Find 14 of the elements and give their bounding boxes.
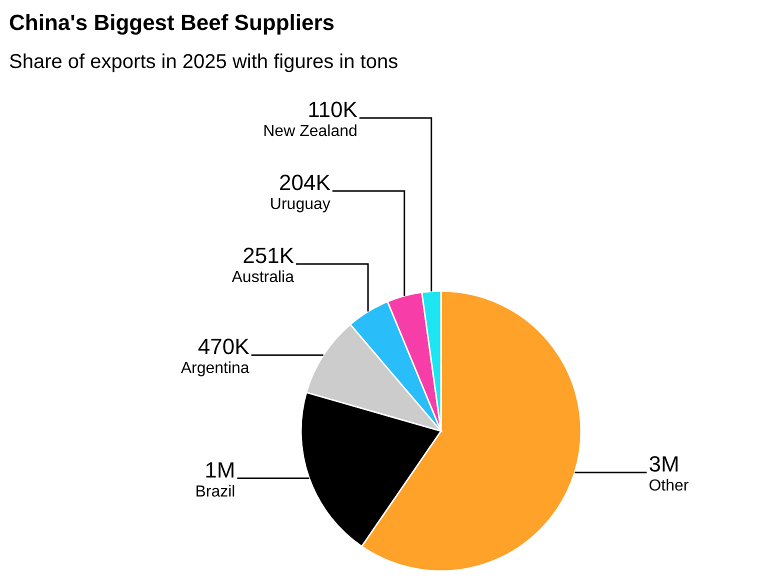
chart-subtitle: Share of exports in 2025 with figures in tons	[9, 51, 398, 73]
data-label: 251K	[242, 243, 294, 268]
slice-label: Uruguay	[270, 196, 330, 213]
slice-label: Argentina	[180, 360, 250, 378]
slice-label: Brazil	[195, 483, 236, 500]
data-label: 204K	[279, 170, 331, 195]
data-label: 3M	[648, 452, 680, 477]
data-label: 470K	[198, 334, 250, 360]
slice-label: Australia	[232, 269, 294, 286]
slice-label: Other	[648, 478, 690, 495]
data-label: 110K	[308, 97, 358, 122]
chart-title: China's Biggest Beef Suppliers	[9, 10, 335, 35]
slice-label: New Zealand	[263, 123, 358, 140]
data-label: 1M	[204, 457, 236, 482]
